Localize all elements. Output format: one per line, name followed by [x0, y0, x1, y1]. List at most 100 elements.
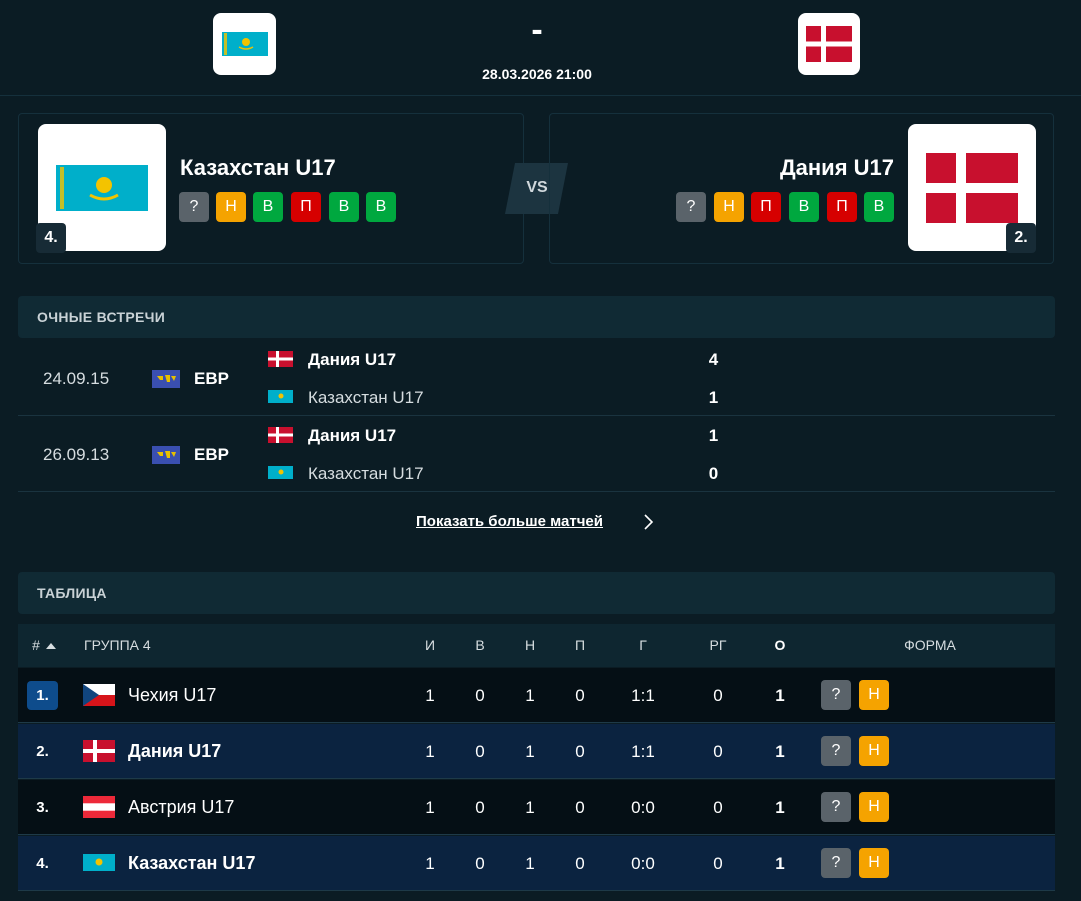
- cell: 0:0: [631, 798, 655, 817]
- rank: 1.: [27, 681, 58, 710]
- column-header[interactable]: И: [424, 637, 436, 653]
- team-name[interactable]: Казахстан U17: [128, 853, 256, 873]
- column-header[interactable]: Н: [524, 637, 536, 653]
- away-flag[interactable]: [798, 13, 860, 75]
- vs-badge: [505, 163, 568, 214]
- competition: ЕВР: [194, 369, 229, 388]
- team-name[interactable]: Дания U17: [128, 741, 222, 761]
- column-header[interactable]: РГ: [709, 637, 727, 653]
- cell: 1:1: [631, 742, 655, 761]
- flag-kz: [268, 466, 293, 479]
- away-card[interactable]: [549, 113, 1054, 264]
- column-header: ФОРМА: [904, 637, 956, 653]
- section-title: ОЧНЫЕ ВСТРЕЧИ: [37, 309, 166, 325]
- flag-kz: [221, 32, 268, 56]
- h2h-match[interactable]: 26.09.13 ЕВР Дания U17 1 Казахстан U17 0: [18, 416, 1055, 492]
- h2h-match[interactable]: 24.09.15 ЕВР Дания U17 4 Казахстан U17 1: [18, 340, 1055, 416]
- away-team: Казахстан U17: [308, 388, 424, 407]
- form-badge: Н: [859, 680, 889, 710]
- away-logo[interactable]: [908, 124, 1036, 251]
- flag-dk: [83, 740, 115, 762]
- team-name[interactable]: Австрия U17: [128, 797, 235, 817]
- column-header[interactable]: Г: [639, 637, 647, 653]
- cell: 1: [525, 742, 535, 761]
- standings-row[interactable]: 1. Чехия U17 1 0 1 0 1:1 0 1 ? Н: [18, 668, 1055, 723]
- cell: 1: [775, 686, 785, 705]
- cell: 0: [575, 686, 585, 705]
- score: -: [531, 11, 543, 49]
- cell: 0: [575, 854, 585, 873]
- form-badge: Н: [859, 736, 889, 766]
- away-team: Казахстан U17: [308, 464, 424, 483]
- table-header: # ГРУППА 4 И В Н П Г РГ О ФОРМА: [18, 624, 1055, 667]
- vs-label: VS: [526, 179, 548, 196]
- form-badge: П: [751, 192, 781, 222]
- column-header: ГРУППА 4: [84, 637, 151, 653]
- match-date: 26.09.13: [43, 445, 110, 464]
- divider: [0, 95, 1081, 96]
- cell: 1: [775, 742, 785, 761]
- sort-icon: [46, 643, 56, 649]
- cell: 0: [475, 854, 485, 873]
- cell: 0: [475, 742, 485, 761]
- cell: 1: [775, 798, 785, 817]
- section-header: ОЧНЫЕ ВСТРЕЧИ: [18, 296, 1055, 338]
- home-name[interactable]: Казахстан U17: [180, 155, 336, 180]
- flag-cz: [83, 684, 115, 706]
- form-badge: В: [864, 192, 894, 222]
- show-more-link[interactable]: Показать больше матчей: [416, 513, 603, 530]
- competition-icon: [152, 370, 180, 388]
- column-header[interactable]: О: [774, 637, 786, 653]
- form-badge: Н: [216, 192, 246, 222]
- cell: 1: [425, 854, 435, 873]
- form-badge: П: [827, 192, 857, 222]
- cell: 0: [575, 742, 585, 761]
- section-title: ТАБЛИЦА: [37, 585, 107, 601]
- flag-kz: [268, 390, 293, 403]
- column-header[interactable]: #: [32, 637, 40, 653]
- form-badge: В: [253, 192, 283, 222]
- form-badge: В: [329, 192, 359, 222]
- away-rank: 2.: [1006, 223, 1036, 253]
- rank: 4.: [36, 855, 49, 872]
- cell: 1:1: [631, 686, 655, 705]
- home-flag[interactable]: [213, 13, 276, 75]
- cell: 1: [775, 854, 785, 873]
- cell: 0: [713, 742, 723, 761]
- team-name[interactable]: Чехия U17: [128, 685, 217, 705]
- home-team: Дания U17: [308, 426, 397, 445]
- cell: 0:0: [631, 854, 655, 873]
- chevron[interactable]: [642, 513, 654, 531]
- flag-dk: [806, 26, 852, 62]
- column-header[interactable]: П: [574, 637, 586, 653]
- cell: 1: [425, 798, 435, 817]
- form-badge: Н: [859, 848, 889, 878]
- home-score: 1: [708, 426, 719, 445]
- rank: 2.: [36, 743, 49, 760]
- section-header: ТАБЛИЦА: [18, 572, 1055, 614]
- form-badge: Н: [714, 192, 744, 222]
- standings-row[interactable]: 2. Дания U17 1 0 1 0 1:1 0 1 ? Н: [18, 724, 1055, 779]
- form-badge: ?: [821, 792, 851, 822]
- cell: 0: [475, 686, 485, 705]
- cell: 1: [525, 854, 535, 873]
- home-rank: 4.: [36, 223, 66, 253]
- cell: 0: [475, 798, 485, 817]
- cell: 1: [525, 798, 535, 817]
- cell: 1: [525, 686, 535, 705]
- form-badge: ?: [179, 192, 209, 222]
- flag-dk: [268, 351, 293, 367]
- cell: 1: [425, 686, 435, 705]
- standings-row[interactable]: 4. Казахстан U17 1 0 1 0 0:0 0 1 ? Н: [18, 836, 1055, 891]
- away-name[interactable]: Дания U17: [779, 155, 894, 180]
- flag-dk: [268, 427, 293, 443]
- flag-dk: [926, 152, 1018, 223]
- form-badge: ?: [821, 736, 851, 766]
- form-badge: ?: [821, 848, 851, 878]
- away-score: 0: [708, 464, 719, 483]
- column-header[interactable]: В: [475, 637, 485, 653]
- cell: 0: [713, 686, 723, 705]
- standings-row[interactable]: 3. Австрия U17 1 0 1 0 0:0 0 1 ? Н: [18, 780, 1055, 835]
- home-team: Дания U17: [308, 350, 397, 369]
